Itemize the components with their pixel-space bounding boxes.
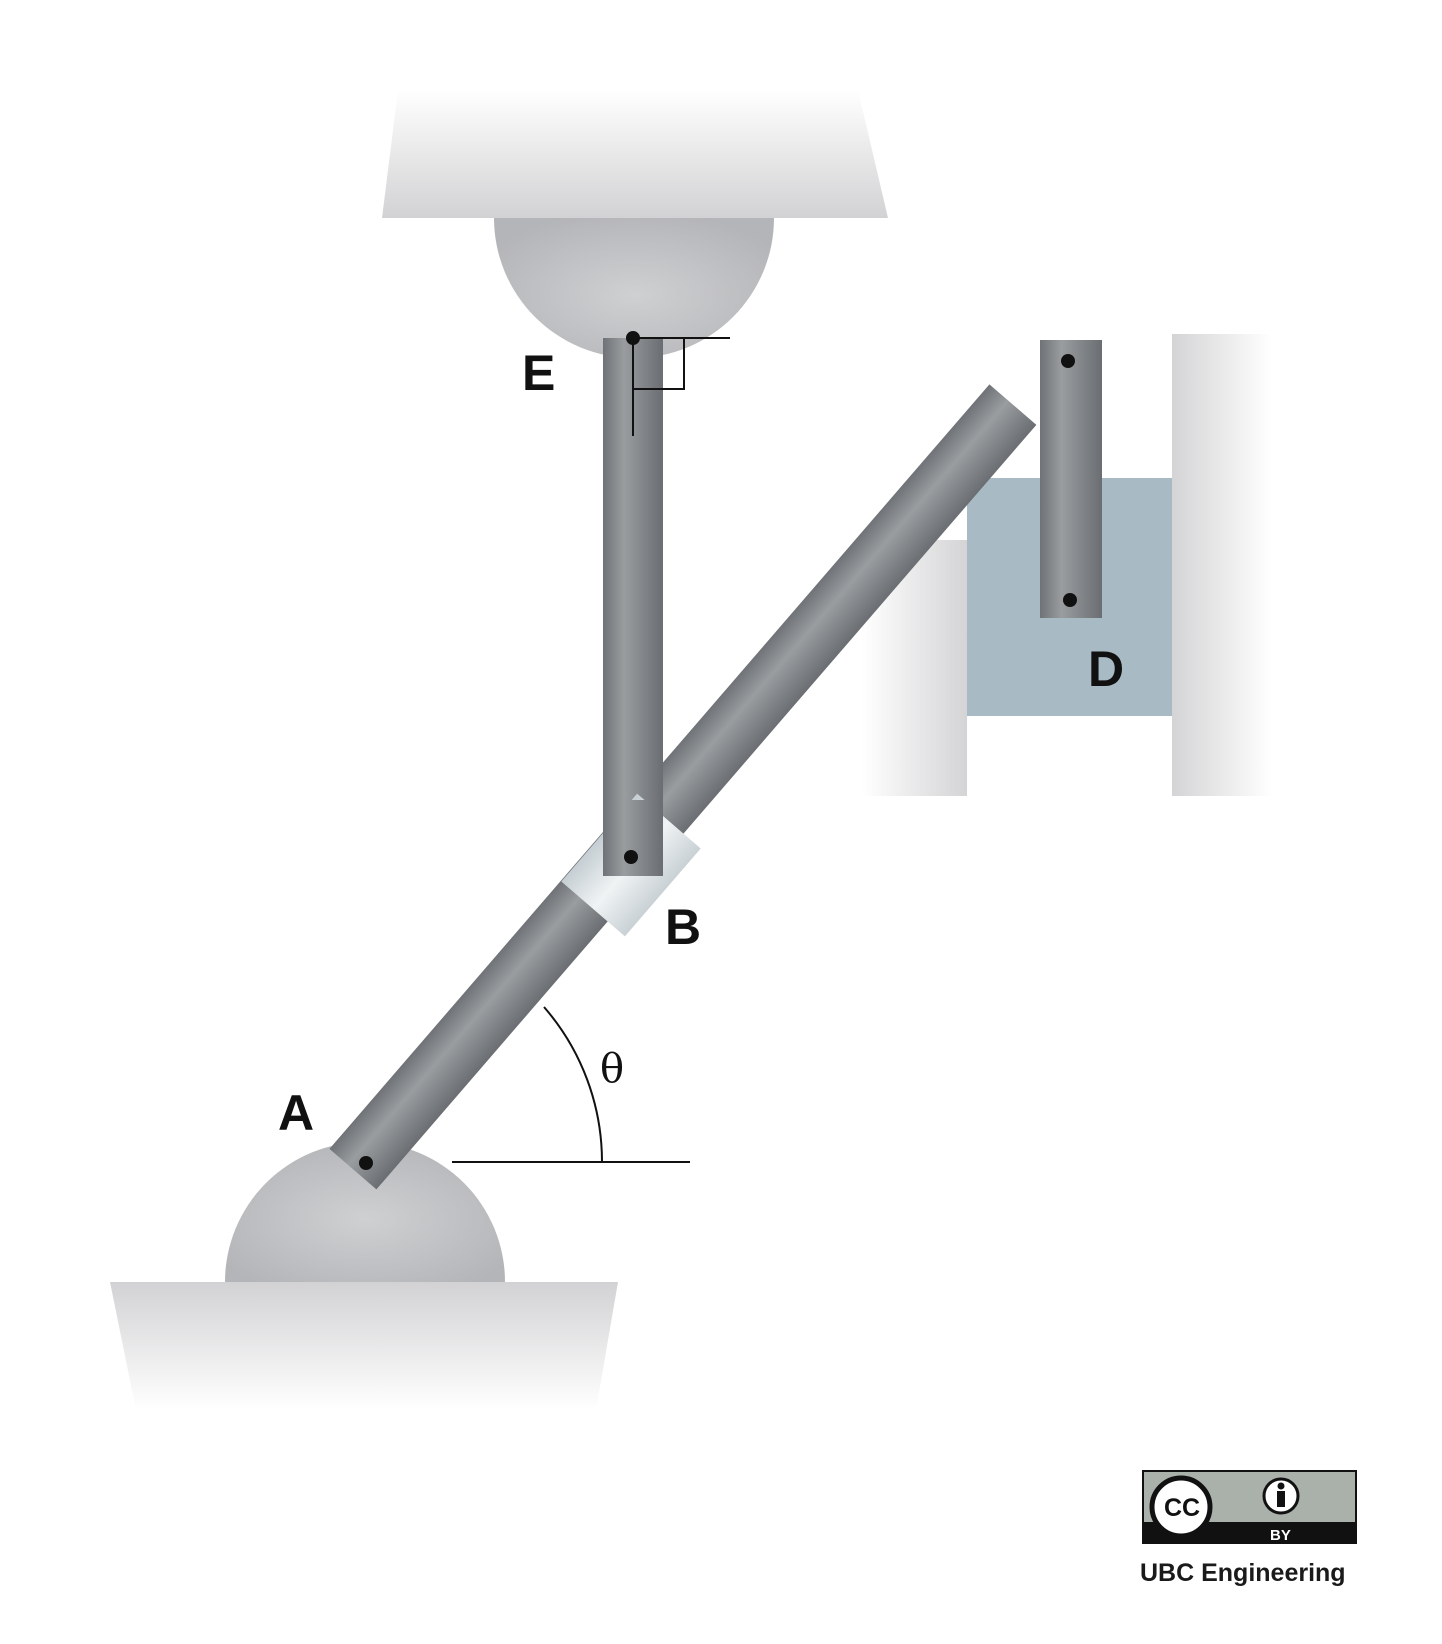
- angle-arc: [543, 1006, 603, 1163]
- top-pin-dome: [494, 218, 774, 358]
- label-a: A: [278, 1085, 314, 1141]
- link-cd: [1040, 340, 1102, 618]
- cc-icon-label: CC: [1164, 1494, 1200, 1522]
- member-eb-front: [603, 800, 663, 876]
- label-theta: θ: [600, 1046, 624, 1092]
- label-d: D: [1088, 641, 1124, 697]
- label-e: E: [522, 345, 555, 401]
- top-ground-support: [382, 90, 888, 218]
- right-guide-wall: [1172, 334, 1272, 796]
- bottom-ground-support: [110, 1282, 618, 1410]
- pin-d: [1063, 593, 1077, 607]
- credit-text: UBC Engineering: [1140, 1559, 1346, 1587]
- by-label: BY: [1270, 1527, 1291, 1544]
- cc-icon: [1149, 1475, 1213, 1539]
- cc-by-badge: CC BY: [1142, 1470, 1357, 1544]
- member-ac: [329, 384, 1037, 1190]
- pin-c: [1061, 354, 1075, 368]
- label-b: B: [665, 899, 701, 955]
- pin-e: [626, 331, 640, 345]
- pin-a: [359, 1156, 373, 1170]
- bottom-pin-dome: [225, 1142, 505, 1282]
- right-angle-marker: [632, 337, 730, 436]
- pin-b: [624, 850, 638, 864]
